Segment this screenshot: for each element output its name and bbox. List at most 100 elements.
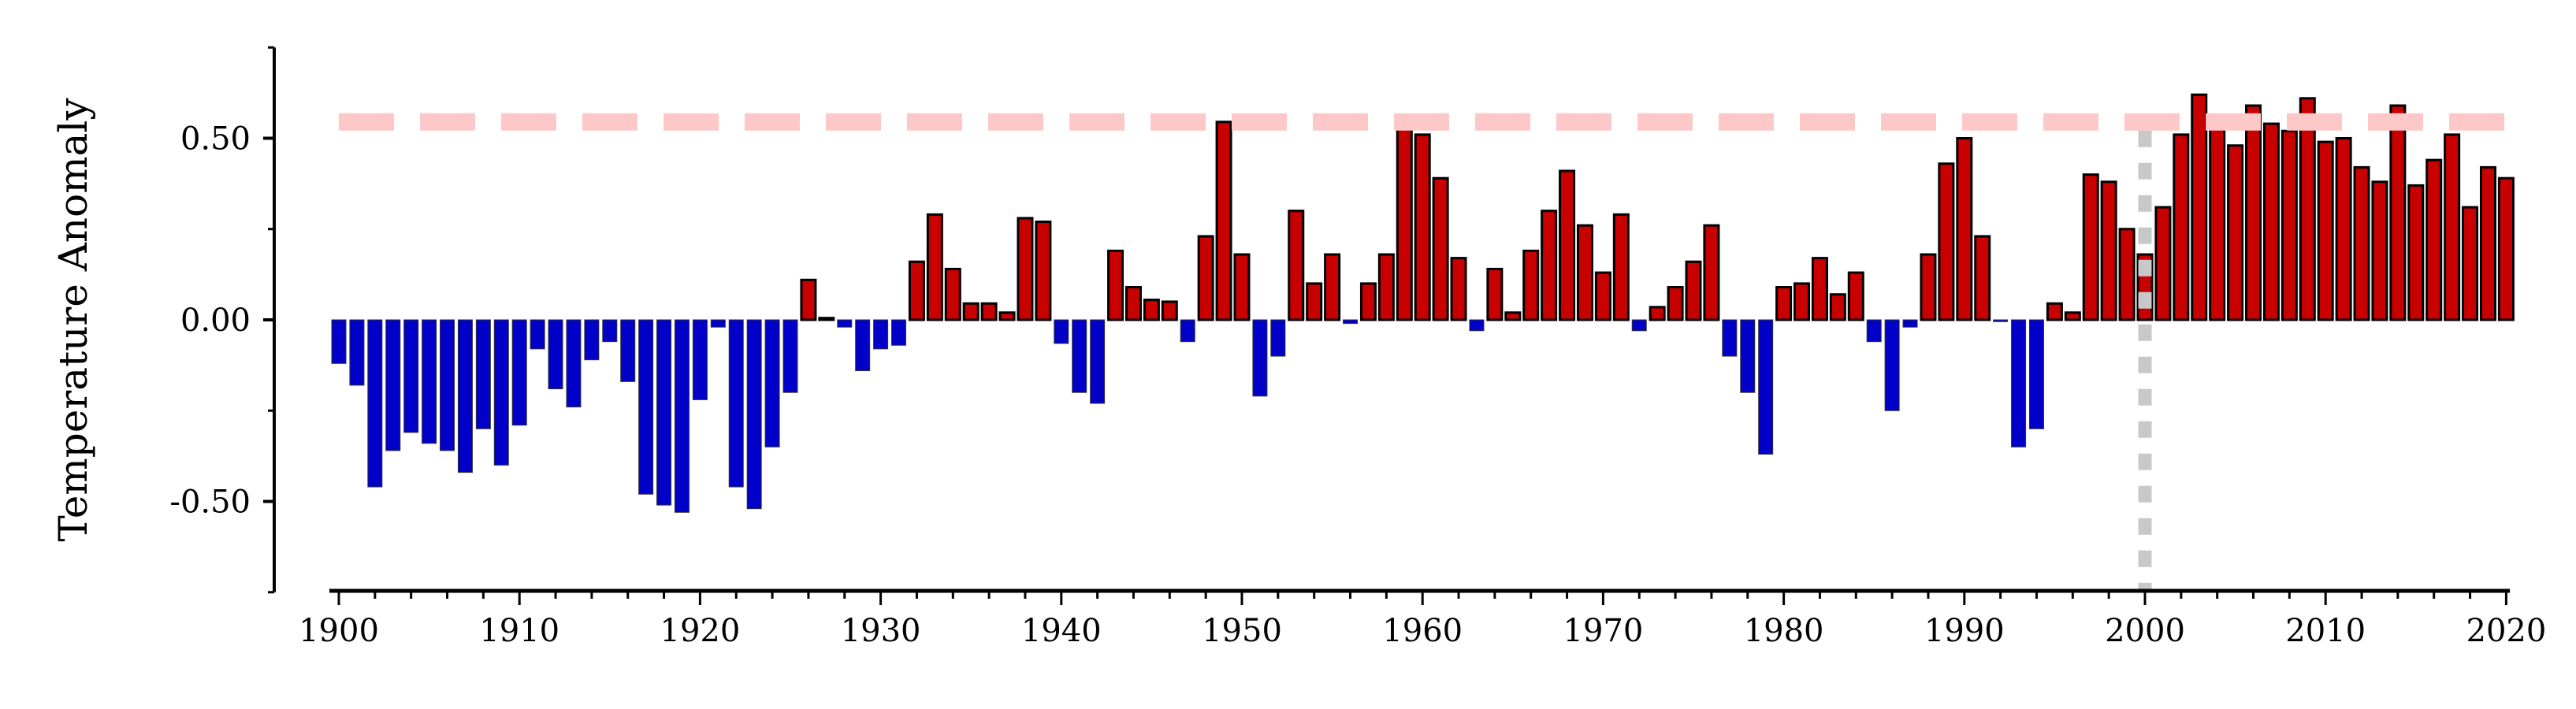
bar-1949	[1215, 121, 1232, 321]
bar-1989	[1938, 162, 1955, 321]
bar-1925	[782, 319, 798, 393]
bar-1905	[422, 319, 437, 444]
bar-1920	[692, 319, 708, 400]
bar-1995	[2046, 302, 2063, 321]
bar-1946	[1161, 300, 1178, 321]
bar-1966	[1522, 249, 1540, 321]
bar-1926	[800, 278, 817, 321]
bar-1974	[1667, 286, 1684, 321]
bar-1986	[1884, 319, 1900, 411]
x-ticks: 1900 1910 1920 1930 1940 1950 1960 1970 1980 1990…	[299, 591, 2546, 649]
bar-1916	[620, 319, 636, 382]
bar-1919	[674, 319, 690, 513]
bar-2004	[2209, 115, 2226, 321]
bar-1993	[2011, 319, 2027, 447]
bar-1912	[548, 319, 563, 390]
bar-1988	[1920, 253, 1937, 321]
bar-2005	[2227, 144, 2244, 321]
x-tick-label: 1930	[841, 613, 921, 649]
bar-1913	[566, 319, 582, 408]
bar-1964	[1486, 267, 1504, 321]
bar-1956	[1343, 319, 1359, 325]
bar-1973	[1649, 306, 1666, 321]
y-tick-label: 0.00	[180, 303, 251, 339]
bar-1904	[403, 319, 419, 433]
bar-1938	[1017, 217, 1034, 321]
x-tick-label: 1990	[1924, 613, 2005, 649]
bar-1911	[530, 319, 545, 350]
bar-1939	[1035, 221, 1052, 321]
bar-2019	[2479, 165, 2496, 321]
bar-1943	[1107, 249, 1124, 321]
bar-1924	[764, 319, 780, 447]
bar-1900	[331, 319, 347, 364]
x-tick-label: 1940	[1021, 613, 1102, 649]
bar-1914	[584, 319, 600, 361]
bar-1978	[1740, 319, 1756, 393]
bar-1969	[1576, 224, 1593, 321]
bar-1997	[2082, 173, 2099, 321]
bar-1910	[511, 319, 527, 426]
bar-1991	[1974, 235, 1991, 321]
bar-1970	[1594, 271, 1611, 321]
bar-1965	[1504, 311, 1522, 321]
y-tick-label: -0.50	[169, 484, 251, 521]
bar-1935	[962, 302, 979, 321]
bar-2017	[2444, 133, 2461, 321]
bar-1923	[746, 319, 762, 510]
bar-1942	[1090, 319, 1106, 404]
bar-1983	[1829, 293, 1846, 321]
bar-1996	[2064, 311, 2081, 321]
x-tick-label: 2010	[2285, 613, 2366, 649]
bar-1971	[1612, 213, 1630, 321]
bar-2003	[2191, 93, 2208, 321]
bar-1928	[837, 319, 853, 328]
bar-1953	[1288, 210, 1305, 321]
bar-1998	[2100, 180, 2117, 321]
bar-1918	[656, 319, 672, 506]
y-tick-label: 0.50	[180, 121, 251, 158]
bar-1961	[1432, 176, 1449, 321]
bar-1933	[926, 213, 943, 321]
bar-1901	[349, 319, 365, 386]
bar-1955	[1324, 253, 1341, 321]
bar-1954	[1306, 282, 1323, 321]
x-tick-label: 1970	[1563, 613, 1644, 649]
bar-1987	[1902, 319, 1918, 328]
bar-1976	[1703, 224, 1720, 321]
bar-2002	[2173, 133, 2190, 321]
bar-2008	[2280, 129, 2298, 321]
bar-1979	[1758, 319, 1774, 455]
bar-1921	[710, 319, 726, 328]
bar-1947	[1180, 319, 1195, 343]
bar-1968	[1559, 169, 1576, 321]
bar-1931	[891, 319, 907, 346]
bar-1962	[1450, 257, 1467, 321]
bar-1960	[1414, 133, 1431, 321]
bar-1984	[1847, 271, 1864, 321]
bar-1963	[1469, 319, 1485, 332]
bar-1950	[1233, 253, 1251, 321]
bar-2010	[2317, 140, 2334, 321]
bar-1952	[1270, 319, 1286, 357]
bar-1999	[2118, 228, 2136, 321]
bar-1922	[728, 319, 744, 488]
bar-2015	[2407, 184, 2425, 321]
y-ticks: 0.50 0.00 -0.50	[169, 46, 274, 594]
bar-1930	[873, 319, 889, 350]
bar-1908	[475, 319, 491, 429]
bar-1985	[1866, 319, 1882, 343]
x-tick-label: 2020	[2466, 613, 2547, 649]
bar-1957	[1359, 282, 1377, 321]
bar-1937	[998, 311, 1016, 321]
bar-1915	[602, 319, 618, 343]
bar-1981	[1794, 282, 1811, 321]
bar-1941	[1072, 319, 1087, 393]
bar-1907	[457, 319, 473, 473]
bar-1994	[2028, 319, 2044, 429]
x-tick-label: 1980	[1744, 613, 1824, 649]
bar-2011	[2335, 137, 2352, 321]
bar-1903	[385, 319, 401, 451]
bar-1959	[1396, 126, 1413, 321]
